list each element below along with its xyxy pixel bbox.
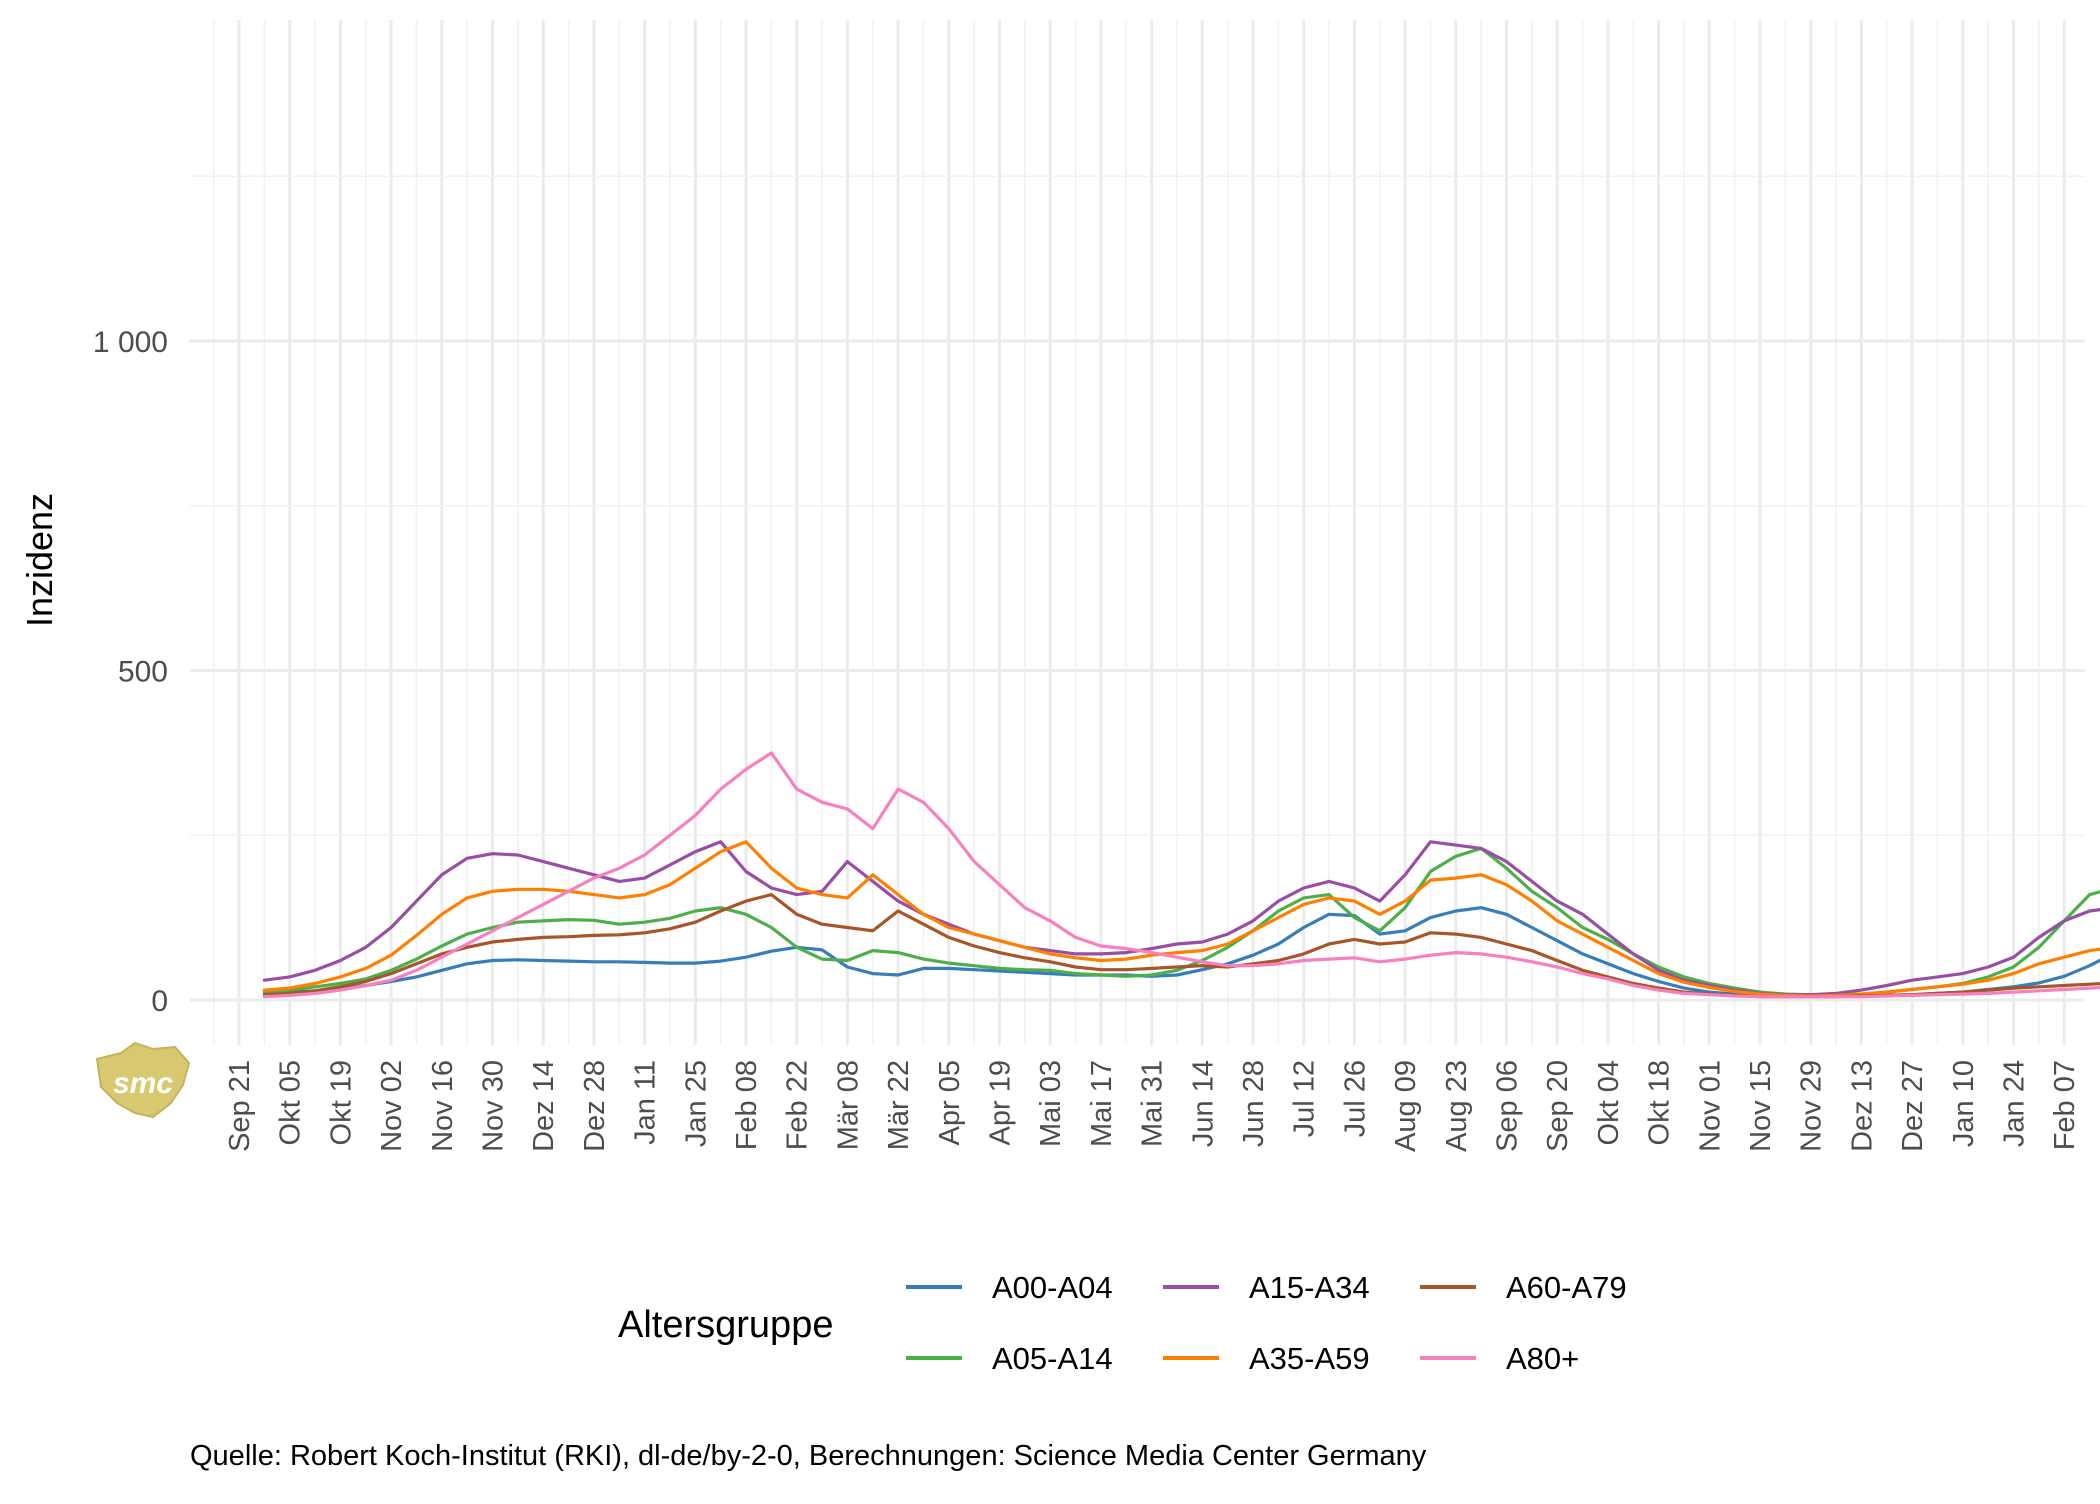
smc-logo-shape [95,1041,191,1119]
legend-label: A00-A04 [992,1270,1113,1305]
x-tick-label: Aug 23 [1441,1060,1473,1152]
x-tick-label: Jan 11 [630,1060,662,1145]
legend-label: A60-A79 [1506,1270,1627,1305]
x-tick-label: Nov 01 [1694,1060,1726,1152]
x-tick-label: Mai 31 [1137,1060,1169,1147]
x-tick-label: Jun 28 [1238,1060,1270,1147]
x-tick-label: Feb 22 [782,1060,814,1150]
x-tick-label: Mai 17 [1086,1060,1118,1147]
series-line-a80- [262,751,2100,999]
x-tick-label: Okt 19 [325,1060,357,1145]
y-axis-title: Inzidenz [19,493,60,627]
x-tick-label: Nov 02 [376,1060,408,1152]
x-tick-label: Nov 16 [427,1060,459,1152]
x-tick-label: Apr 05 [934,1060,966,1145]
x-tick-label: Dez 13 [1846,1060,1878,1152]
x-tick-label: Apr 19 [985,1060,1017,1145]
x-tick-label: Okt 04 [1593,1060,1625,1145]
x-tick-label: Dez 14 [528,1060,560,1152]
series-line-a05-a14 [262,846,2100,997]
x-tick-label: Jan 24 [1999,1060,2031,1147]
x-tick-label: Nov 30 [478,1060,510,1152]
x-tick-label: Jan 10 [1948,1060,1980,1147]
caption: Quelle: Robert Koch-Institut (RKI), dl-d… [190,1440,1427,1472]
y-tick-label: 0 [151,985,168,1018]
y-axis: 0 500 1 000 [93,326,168,1018]
legend-label: A35-A59 [1249,1341,1370,1376]
x-tick-label: Jul 12 [1289,1060,1321,1137]
legend-label: A05-A14 [992,1341,1113,1376]
smc-logo-text: smc [113,1067,173,1100]
x-tick-label: Dez 28 [579,1060,611,1152]
series-line-a15-a34 [262,840,2100,997]
x-axis: Sep 21 Okt 05 Okt 19 Nov 02 Nov 16 Nov 30 Dez … [224,1060,2081,1152]
x-tick-label: Nov 15 [1745,1060,1777,1152]
x-tick-label: Jan 25 [680,1060,712,1147]
x-tick-label: Okt 05 [275,1060,307,1145]
x-tick-label: Mai 03 [1035,1060,1067,1147]
x-tick-label: Jun 14 [1187,1060,1219,1147]
grid-layer [190,20,2085,1045]
legend-label: A80+ [1506,1341,1579,1376]
y-tick-label: 1 000 [93,326,168,359]
x-tick-label: Dez 27 [1897,1060,1929,1152]
y-tick-label: 500 [118,656,168,689]
x-tick-label: Sep 06 [1492,1060,1524,1152]
series-line-a35-a59 [262,840,2100,998]
series-layer [262,751,2100,999]
x-tick-label: Sep 20 [1542,1060,1574,1152]
x-tick-label: Nov 29 [1796,1060,1828,1152]
x-tick-label: Mär 22 [883,1060,915,1150]
smc-logo: smc [95,1041,191,1119]
x-tick-label: Feb 08 [731,1060,763,1150]
x-tick-label: Okt 18 [1644,1060,1676,1145]
legend-title: Altersgruppe [618,1304,833,1346]
legend-label: A15-A34 [1249,1270,1370,1305]
x-tick-label: Aug 09 [1390,1060,1422,1152]
series-line-a60-a79 [262,892,2100,999]
x-tick-label: Jul 26 [1339,1060,1371,1137]
x-tick-label: Feb 07 [2049,1060,2081,1150]
x-tick-label: Sep 21 [224,1060,256,1152]
x-tick-label: Mär 08 [832,1060,864,1150]
series-line-a00-a04 [262,906,2100,998]
legend: Altersgruppe A00-A04 A15-A34 A60-A79 A05-A1… [618,1270,1627,1376]
